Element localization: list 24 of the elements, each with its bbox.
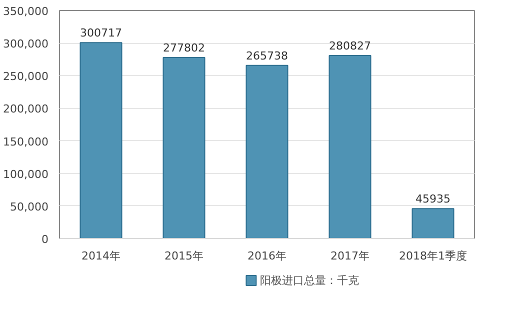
x-tick-label: 2018年1季度 [399, 250, 468, 262]
y-tick-label: 250,000 [3, 70, 49, 84]
data-label: 45935 [416, 192, 451, 206]
bar [328, 55, 372, 238]
y-tick-label: 350,000 [3, 5, 49, 18]
data-label: 277802 [163, 42, 206, 55]
bar [412, 208, 454, 238]
data-label: 265738 [246, 49, 288, 62]
bar [162, 57, 206, 238]
y-tick-label: 0 [42, 233, 48, 246]
y-tick-label: 50,000 [10, 200, 49, 214]
bar [246, 64, 288, 238]
x-tick-label: 2015年 [164, 250, 204, 262]
x-tick-label: 2017年 [330, 250, 370, 262]
y-tick-label: 150,000 [3, 135, 49, 148]
data-label: 280827 [329, 40, 372, 53]
bar [80, 42, 122, 238]
x-tick-label: 2014年 [82, 250, 121, 262]
y-tick-label: 300,000 [3, 38, 49, 51]
legend-label: 阳极进口总量：千克 [260, 274, 360, 287]
data-label: 300717 [80, 26, 122, 40]
x-tick-label: 2016年 [248, 250, 287, 262]
y-tick-label: 100,000 [3, 168, 49, 181]
y-tick-label: 200,000 [3, 102, 49, 116]
